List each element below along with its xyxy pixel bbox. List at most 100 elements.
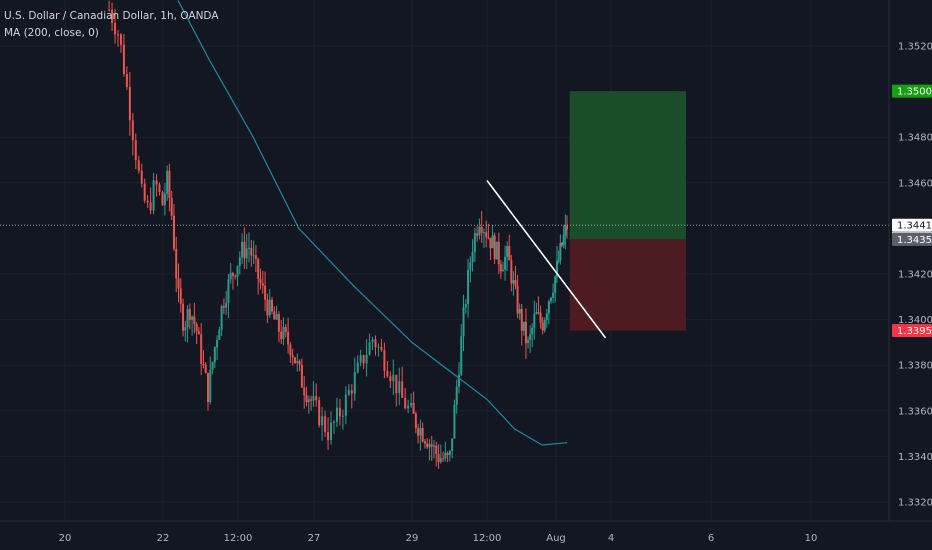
candle-body (191, 316, 194, 320)
time-tick-label: 27 (308, 533, 321, 544)
time-tick-label: 20 (59, 533, 72, 544)
candle-body (550, 297, 553, 302)
stop-price-badge-bg (892, 324, 932, 338)
candle-body (341, 415, 344, 417)
candle-body (398, 381, 401, 394)
candle-body (389, 376, 392, 382)
candle-body (353, 372, 356, 394)
candle-body (211, 362, 214, 370)
candle-body (175, 248, 178, 279)
price-axis[interactable]: 1.35200 1.34800 1.34600 1.34200 1.34000 1.338… (898, 42, 932, 509)
candle-body (552, 292, 555, 298)
candle-body (524, 321, 527, 344)
candle-body (324, 416, 327, 432)
candle-body (300, 364, 303, 388)
price-tick-label: 1.34600 (898, 178, 932, 189)
candle-body (254, 255, 257, 259)
candles (108, 0, 568, 469)
candle-body (495, 241, 498, 260)
profit-zone[interactable] (569, 91, 686, 240)
candle-body (318, 400, 321, 426)
candle-body (155, 180, 158, 185)
candle-body (116, 34, 119, 36)
candle-body (518, 308, 521, 314)
candle-body (437, 454, 440, 463)
time-tick-label: 10 (805, 533, 818, 544)
candle-body (419, 428, 422, 436)
candle-body (426, 443, 429, 448)
candle-body (168, 170, 171, 199)
candle-body (259, 278, 262, 284)
candle-body (250, 247, 253, 256)
candle-body (303, 387, 306, 396)
candle-body (444, 452, 447, 459)
candle-body (493, 235, 496, 260)
candle-body (213, 347, 216, 363)
stop-price-badge: 1.33952 (897, 326, 932, 337)
candle-body (335, 407, 338, 422)
candle-body (140, 170, 143, 184)
candle-body (125, 74, 128, 88)
candle-body (241, 241, 244, 258)
price-badges: 1.350021.3441429:141.343521.33952 (892, 84, 932, 338)
candle-body (564, 225, 567, 236)
candle-body (207, 372, 209, 403)
candle-body (170, 198, 173, 216)
candle-body (137, 160, 140, 171)
candle-body (478, 226, 481, 236)
symbol-title[interactable]: U.S. Dollar / Canadian Dollar, 1h, OANDA (4, 10, 219, 22)
candle-body (362, 355, 365, 364)
target-price-badge-bg (892, 84, 932, 98)
candle-body (268, 299, 271, 316)
candle-body (131, 120, 134, 141)
ma-indicator-label[interactable]: MA (200, close, 0) (4, 27, 99, 39)
candle-body (186, 309, 189, 328)
candle-body (392, 374, 395, 382)
candle-body (462, 307, 465, 337)
candle-body (386, 370, 389, 377)
candle-body (371, 339, 374, 343)
candle-body (248, 247, 250, 249)
grid (0, 0, 889, 521)
candle-body (554, 276, 557, 293)
candle-body (516, 285, 519, 314)
candle-body (368, 342, 371, 355)
candle-body (200, 334, 203, 364)
time-tick-label: 4 (608, 533, 614, 544)
candle-body (562, 235, 565, 246)
candle-body (451, 438, 454, 452)
candle-body (556, 261, 559, 277)
candle-body (356, 362, 359, 373)
candle-body (520, 308, 523, 331)
candle-body (380, 346, 383, 351)
candle-body (508, 246, 511, 261)
trendline[interactable] (486, 180, 607, 339)
candle-body (433, 445, 436, 447)
candle-body (347, 390, 350, 395)
candle-body (298, 360, 301, 365)
candle-body (365, 354, 368, 364)
candle-body (421, 428, 424, 442)
candle-body (114, 22, 117, 35)
candle-body (307, 399, 310, 402)
candle-body (374, 339, 377, 348)
candle-body (284, 326, 287, 332)
candle-body (195, 323, 198, 332)
candle-body (527, 339, 530, 344)
candle-body (128, 87, 131, 121)
candle-body (245, 248, 248, 259)
candle-body (264, 285, 267, 300)
long-position-tool[interactable] (569, 91, 686, 331)
candle-body (504, 256, 507, 270)
candle-body (152, 180, 155, 211)
candle-body (188, 309, 191, 320)
candle-body (476, 233, 479, 236)
price-tick-label: 1.34200 (898, 270, 932, 281)
candle-body (315, 396, 318, 401)
loss-zone[interactable] (569, 239, 686, 331)
candle-body (485, 232, 488, 238)
time-axis[interactable]: 20 22 12:00 27 29 12:00 Aug 4 6 10 (59, 533, 818, 544)
candle-body (122, 44, 125, 75)
candle-body (559, 243, 562, 261)
